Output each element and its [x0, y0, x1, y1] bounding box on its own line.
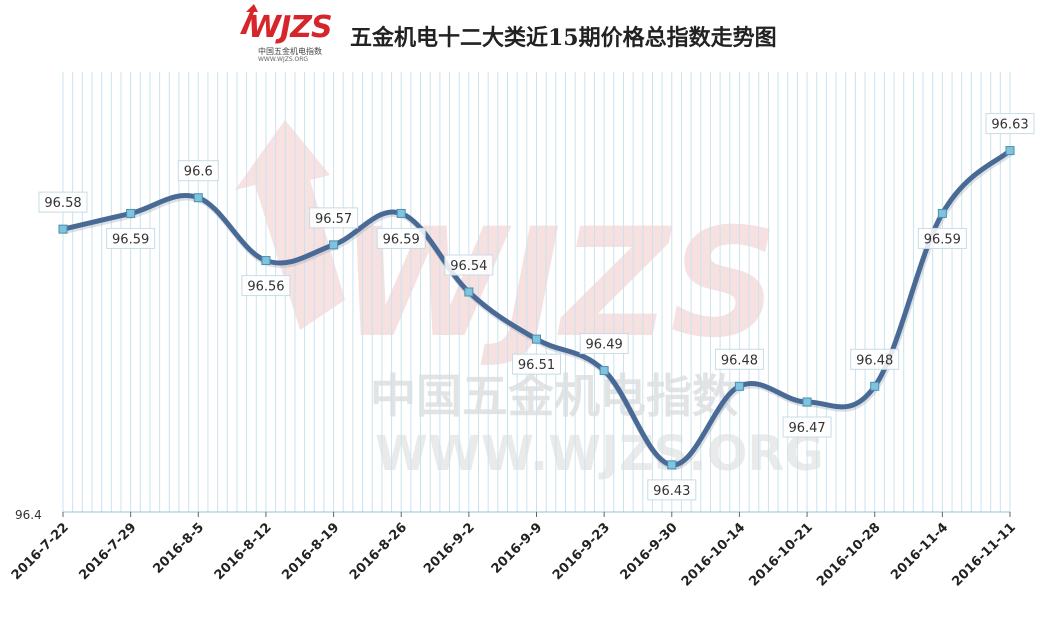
x-tick-label: 2016-8-5: [150, 520, 207, 577]
data-label: 96.47: [788, 421, 825, 436]
data-point: [532, 334, 541, 344]
data-label: 96.43: [653, 484, 690, 499]
chart-title: 五金机电十二大类近15期价格总指数走势图: [350, 25, 777, 51]
logo-brand-text: WJZS: [248, 10, 333, 45]
data-label: 96.59: [383, 232, 420, 247]
x-tick-label: 2016-10-28: [814, 520, 883, 589]
x-tick-label: 2016-9-23: [550, 520, 613, 583]
data-point: [802, 397, 812, 407]
data-point: [329, 240, 339, 250]
data-point: [193, 193, 203, 203]
data-label: 96.48: [721, 353, 758, 368]
data-label-box: [579, 333, 629, 355]
data-label-box: [309, 207, 359, 229]
data-label: 96.6: [184, 165, 213, 180]
watermark-line1: 中国五金机电指数: [370, 369, 738, 423]
watermark-arrow-icon: [235, 120, 345, 330]
x-tick-label: 2016-9-30: [618, 520, 681, 583]
x-tick-label: 2016-8-19: [279, 520, 342, 583]
brand-logo: WJZS 中国五金机电指数 WWW.WJZS.ORG: [236, 4, 336, 66]
watermark-line2: WWW.WJZS.ORG: [375, 426, 824, 482]
data-point: [937, 208, 947, 218]
data-label-box: [376, 227, 426, 249]
data-label-box: [850, 348, 900, 370]
vertical-grid: [62, 72, 1011, 512]
data-label-box: [714, 348, 764, 370]
logo-url: WWW.WJZS.ORG: [258, 56, 309, 63]
data-label-box: [38, 191, 88, 213]
logo-subtitle: 中国五金机电指数: [258, 47, 322, 56]
data-label-box: [444, 254, 494, 276]
data-label-box: [917, 227, 967, 249]
data-label: 96.51: [518, 358, 555, 373]
data-point: [261, 256, 271, 266]
x-tick-label: 2016-8-12: [212, 520, 275, 583]
data-label: 96.58: [44, 196, 81, 211]
x-tick-label: 2016-11-4: [888, 520, 951, 583]
data-label-box: [177, 160, 219, 182]
data-label: 96.48: [856, 353, 893, 368]
x-tick-label: 2016-10-21: [746, 520, 815, 589]
data-point: [58, 224, 68, 234]
data-point: [870, 381, 880, 391]
data-point: [1005, 146, 1015, 156]
data-label-box: [782, 416, 832, 438]
data-point: [464, 287, 474, 297]
logo-arrow-icon: [240, 4, 258, 34]
data-point: [396, 208, 406, 218]
x-tick-label: 2016-9-9: [489, 520, 546, 577]
x-tick-label: 2016-7-22: [9, 520, 72, 583]
data-point: [599, 366, 609, 376]
x-tick-label: 2016-7-29: [76, 520, 139, 583]
data-label: 96.49: [586, 338, 623, 353]
data-label-box: [985, 113, 1035, 135]
data-point: [667, 460, 677, 470]
x-tick-label: 2016-10-14: [679, 520, 748, 589]
x-tick-label: 2016-9-2: [421, 520, 478, 577]
watermark: WJZS 中国五金机电指数 WWW.WJZS.ORG: [235, 120, 824, 482]
data-label-box: [647, 479, 697, 501]
y-tick-label: 96.4: [15, 508, 42, 522]
x-tick-label: 2016-11-11: [949, 520, 1018, 589]
data-label-box: [241, 275, 291, 297]
data-label: 96.59: [112, 232, 149, 247]
data-point: [734, 381, 744, 391]
data-label: 96.54: [450, 259, 487, 274]
data-label: 96.57: [315, 212, 352, 227]
data-label: 96.59: [924, 232, 961, 247]
watermark-brand: WJZS: [340, 197, 778, 371]
x-tick-label: 2016-8-26: [347, 520, 410, 583]
data-label: 96.56: [247, 280, 284, 295]
data-label: 96.63: [991, 118, 1028, 133]
data-point: [126, 208, 136, 218]
data-label-box: [106, 227, 156, 249]
data-label-box: [512, 353, 561, 375]
